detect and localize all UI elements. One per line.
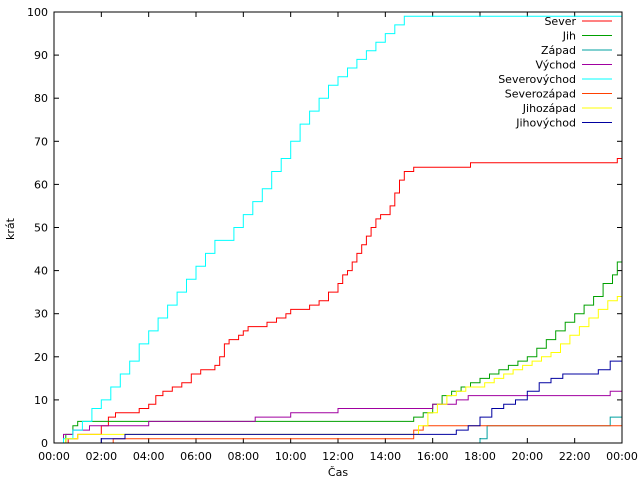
x-tick-label: 18:00 bbox=[464, 450, 496, 463]
x-tick-label: 14:00 bbox=[369, 450, 401, 463]
legend-label-severovychod: Severovýchod bbox=[498, 73, 576, 86]
legend-label-zapad: Západ bbox=[541, 44, 576, 57]
legend-label-jihovychod: Jihovýchod bbox=[515, 117, 576, 130]
y-tick-label: 20 bbox=[34, 351, 48, 364]
plot-frame bbox=[53, 11, 623, 444]
x-axis-label: Čas bbox=[328, 466, 348, 479]
y-tick-label: 100 bbox=[27, 6, 48, 19]
x-tick-label: 08:00 bbox=[227, 450, 259, 463]
legend-label-sever: Sever bbox=[544, 15, 576, 28]
x-tick-label: 10:00 bbox=[275, 450, 307, 463]
legend-label-jihozapad: Jihozápad bbox=[522, 102, 576, 115]
x-tick-label: 04:00 bbox=[133, 450, 165, 463]
series-line-sever bbox=[54, 158, 622, 444]
y-axis-label: krát bbox=[4, 217, 17, 240]
series-line-jihovychod bbox=[54, 360, 622, 444]
series-line-vychod bbox=[54, 390, 622, 444]
x-tick-label: 06:00 bbox=[180, 450, 212, 463]
legend-label-vychod: Východ bbox=[536, 59, 576, 72]
x-tick-label: 22:00 bbox=[559, 450, 591, 463]
y-tick-label: 80 bbox=[34, 92, 48, 105]
y-tick-label: 70 bbox=[34, 135, 48, 148]
x-tick-label: 20:00 bbox=[511, 450, 543, 463]
y-tick-label: 30 bbox=[34, 308, 48, 321]
x-tick-label: 02:00 bbox=[85, 450, 117, 463]
y-tick-label: 60 bbox=[34, 178, 48, 191]
y-tick-label: 50 bbox=[34, 222, 48, 235]
legend-label-jih: Jih bbox=[562, 30, 576, 43]
y-tick-label: 40 bbox=[34, 265, 48, 278]
x-tick-label: 00:00 bbox=[38, 450, 70, 463]
x-tick-labels: 00:00 02:00 04:00 06:00 08:00 10:00 12:00 14:00… bbox=[38, 450, 638, 463]
y-tick-labels: 0 10 20 30 40 50 60 70 80 90 100 bbox=[27, 6, 48, 450]
y-tick-label: 90 bbox=[34, 49, 48, 62]
y-tick-label: 0 bbox=[41, 437, 48, 450]
legend-label-severozapad: Severozápad bbox=[505, 88, 576, 101]
x-tick-label: 12:00 bbox=[322, 450, 354, 463]
y-tick-label: 10 bbox=[34, 394, 48, 407]
x-tick-label: 16:00 bbox=[417, 450, 449, 463]
x-tick-label: 00:00 bbox=[606, 450, 638, 463]
series-line-severovychod bbox=[54, 15, 622, 444]
